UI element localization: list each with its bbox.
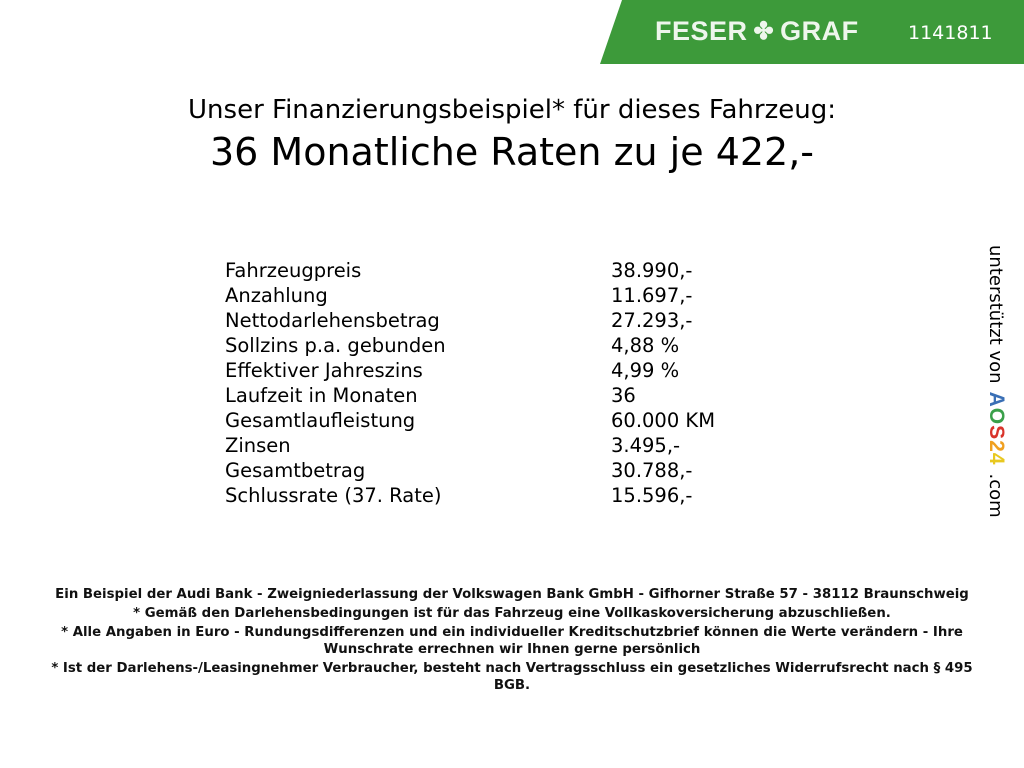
row-label: Gesamtbetrag (225, 459, 366, 482)
row-value: 11.697,- (611, 284, 693, 307)
financing-table: Fahrzeugpreis 38.990,- Anzahlung 11.697,- … (225, 258, 715, 508)
brand-name-part1: FESER (655, 16, 748, 46)
header-banner (600, 0, 1024, 64)
legal-footer: Ein Beispiel der Audi Bank - Zweignieder… (40, 586, 984, 696)
aos24-logo: AOS24 (985, 391, 1008, 466)
row-label: Anzahlung (225, 284, 328, 307)
table-row: Zinsen 3.495,- (225, 433, 715, 458)
brand-name-part2: GRAF (780, 16, 859, 46)
row-label: Zinsen (225, 434, 291, 457)
row-label: Gesamtlaufleistung (225, 409, 416, 432)
row-label: Fahrzeugpreis (225, 259, 362, 282)
table-row: Nettodarlehensbetrag 27.293,- (225, 308, 715, 333)
table-row: Gesamtlaufleistung 60.000 KM (225, 408, 715, 433)
row-value: 3.495,- (611, 434, 681, 457)
row-value: 4,88 % (611, 334, 680, 357)
vehicle-id: 1141811 (908, 22, 993, 44)
row-label: Nettodarlehensbetrag (225, 309, 440, 332)
footer-line: * Alle Angaben in Euro - Rundungsdiffere… (61, 625, 963, 657)
table-row: Schlussrate (37. Rate) 15.596,- (225, 483, 715, 508)
row-value: 60.000 KM (611, 409, 716, 432)
footer-line: * Gemäß den Darlehensbedingungen ist für… (133, 606, 891, 621)
row-value: 38.990,- (611, 259, 693, 282)
row-value: 30.788,- (611, 459, 693, 482)
clover-icon: ✤ (753, 18, 775, 45)
row-value: 27.293,- (611, 309, 693, 332)
monthly-rate-headline: 36 Monatliche Raten zu je 422,- (209, 130, 815, 174)
financing-title: Unser Finanzierungsbeispiel* für dieses … (188, 95, 836, 125)
table-row: Fahrzeugpreis 38.990,- (225, 258, 715, 283)
row-label: Schlussrate (37. Rate) (225, 484, 442, 507)
brand-logo: FESER ✤ GRAF (655, 16, 859, 47)
row-label: Effektiver Jahreszins (225, 359, 423, 382)
table-row: Anzahlung 11.697,- (225, 283, 715, 308)
table-row: Sollzins p.a. gebunden 4,88 % (225, 333, 715, 358)
row-value: 4,99 % (611, 359, 680, 382)
row-label: Laufzeit in Monaten (225, 384, 418, 407)
footer-line: * Ist der Darlehens-/Leasingnehmer Verbr… (51, 661, 973, 693)
row-label: Sollzins p.a. gebunden (225, 334, 446, 357)
row-value: 36 (611, 384, 636, 407)
table-row: Effektiver Jahreszins 4,99 % (225, 358, 715, 383)
row-value: 15.596,- (611, 484, 693, 507)
table-row: Gesamtbetrag 30.788,- (225, 458, 715, 483)
footer-line: Ein Beispiel der Audi Bank - Zweignieder… (55, 587, 969, 602)
table-row: Laufzeit in Monaten 36 (225, 383, 715, 408)
aos24-domain: .com (985, 473, 1007, 518)
supported-by-text: unterstützt von (985, 245, 1007, 384)
